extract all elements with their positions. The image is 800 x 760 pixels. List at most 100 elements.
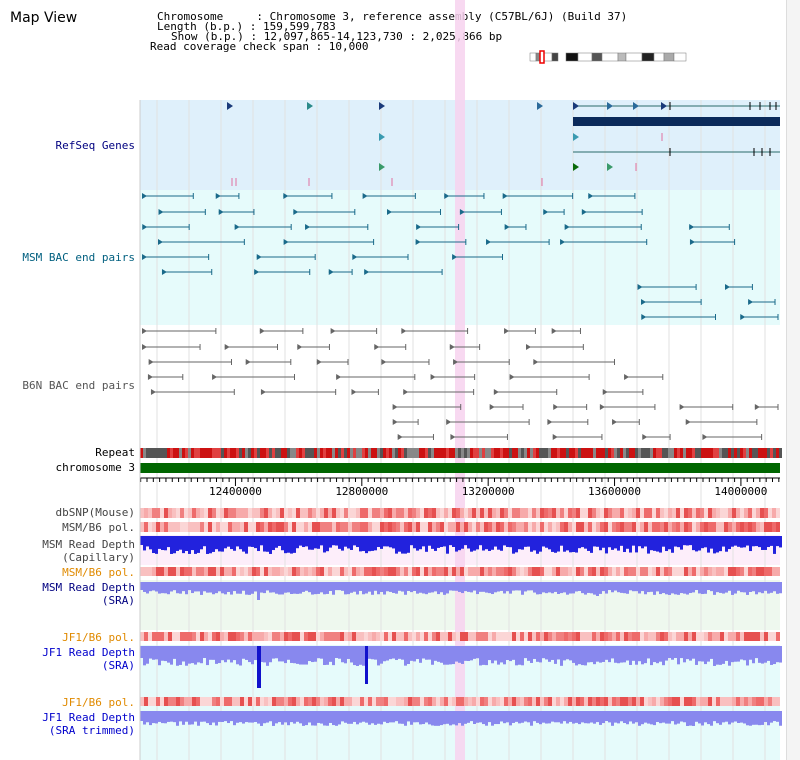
- jf1-sra-depth-bar: [338, 646, 341, 659]
- jf1-sra-depth-bar: [491, 646, 494, 664]
- msm-sra-depth-bar: [281, 582, 284, 595]
- msm-capillary-depth-bar: [440, 536, 443, 548]
- jf1-b6-pol-cell: [516, 632, 520, 641]
- msm-capillary-depth-bar: [776, 536, 779, 547]
- msm-capillary-depth-bar: [152, 536, 155, 554]
- msm-bac-end: [689, 239, 695, 245]
- repeat-segment: [269, 448, 272, 458]
- repeat-segment: [446, 448, 449, 458]
- msm-capillary-depth-bar: [212, 536, 215, 552]
- repeat-segment: [443, 448, 446, 458]
- jf1-b6-pol-cell: [188, 632, 192, 641]
- msm-sra-depth-bar: [740, 582, 743, 593]
- jf1-b6-pol-2-cell: [584, 697, 588, 706]
- msm-b6-pol-2-cell: [708, 567, 712, 576]
- jf1-sra-depth-bar: [572, 646, 575, 663]
- jf1-trimmed-depth-bar: [584, 711, 587, 724]
- msm-b6-pol-cell: [668, 522, 672, 532]
- msm-b6-pol-cell: [560, 522, 564, 532]
- msm-capillary-depth-bar: [692, 536, 695, 551]
- jf1-trimmed-depth-bar: [176, 711, 179, 726]
- msm-capillary-depth-bar: [398, 536, 401, 552]
- jf1-sra-depth-bar: [767, 646, 770, 661]
- jf1-b6-pol-2-cell: [424, 697, 428, 706]
- jf1-sra-depth-bar: [323, 646, 326, 666]
- msm-b6-pol-cell: [308, 522, 312, 532]
- jf1-trimmed-depth-bar: [161, 711, 164, 724]
- repeat-segment: [197, 448, 200, 458]
- jf1-trimmed-depth-bar: [680, 711, 683, 722]
- msm-sra-depth-bar: [161, 582, 164, 594]
- jf1-b6-pol-cell: [328, 632, 332, 641]
- repeat-segment: [632, 448, 635, 458]
- msm-sra-depth-bar: [506, 582, 509, 592]
- jf1-sra-depth-bar: [248, 646, 251, 663]
- msm-sra-depth-bar: [764, 582, 767, 591]
- dbsnp-cell: [440, 508, 444, 518]
- msm-b6-pol-2-cell: [656, 567, 660, 576]
- jf1-b6-pol-2-cell: [624, 697, 628, 706]
- repeat-segment: [767, 448, 770, 458]
- b6n-bac-end: [336, 374, 342, 380]
- msm-b6-pol-cell: [644, 522, 648, 532]
- msm-b6-pol-2-cell: [480, 567, 484, 576]
- jf1-trimmed-depth-bar: [266, 711, 269, 723]
- dbsnp-cell: [384, 508, 388, 518]
- msm-b6-pol-cell: [284, 522, 288, 532]
- repeat-label: Repeat: [95, 446, 135, 459]
- axis-tick-label: 13600000: [588, 485, 641, 498]
- msm-b6-pol-cell: [416, 522, 420, 532]
- jf1-b6-pol-2-cell: [364, 697, 368, 706]
- jf1-sra-depth-bar: [614, 646, 617, 663]
- msm-capillary-depth-bar: [395, 536, 398, 554]
- jf1-trimmed-depth-bar: [674, 711, 677, 725]
- msm-capillary-depth-bar: [560, 536, 563, 546]
- msm-b6-pol-2-cell: [328, 567, 332, 576]
- msm-sra-depth-bar: [206, 582, 209, 593]
- dbsnp-cell: [696, 508, 700, 518]
- jf1-trimmed-depth-bar: [209, 711, 212, 726]
- msm-capillary-depth-bar: [713, 536, 716, 554]
- jf1-b6-pol-cell: [368, 632, 372, 641]
- repeat-segment: [593, 448, 596, 458]
- dbsnp-cell: [192, 508, 196, 518]
- msm-b6-pol-2-cell: [312, 567, 316, 576]
- vertical-scrollbar[interactable]: [786, 0, 800, 760]
- msm-capillary-depth-bar: [512, 536, 515, 554]
- repeat-segment: [335, 448, 338, 458]
- jf1-b6-pol-2-cell: [212, 697, 216, 706]
- dbsnp-cell: [740, 508, 744, 518]
- jf1-sra-depth-bar: [740, 646, 743, 660]
- jf1-sra-depth-bar: [653, 646, 656, 663]
- msm-capillary-depth-bar: [383, 536, 386, 547]
- repeat-segment: [578, 448, 581, 458]
- msm-capillary-depth-bar: [482, 536, 485, 551]
- msm-sra-depth-bar: [659, 582, 662, 595]
- jf1-trimmed-depth-bar: [281, 711, 284, 725]
- msm-sra-depth-bar: [251, 582, 254, 594]
- jf1-sra-depth-bar: [281, 646, 284, 662]
- jf1-b6-pol-2-cell: [736, 697, 740, 706]
- dbsnp-cell: [732, 508, 736, 518]
- jf1-trimmed-depth-bar: [413, 711, 416, 723]
- jf1-sra-depth-bar: [518, 646, 521, 665]
- repeat-segment: [581, 448, 584, 458]
- jf1-sra-depth-bar: [512, 646, 515, 660]
- dbsnp-cell: [188, 508, 192, 518]
- jf1-b6-pol-2-cell: [268, 697, 272, 706]
- msm-capillary-depth-bar: [509, 536, 512, 548]
- ideogram-band: [641, 52, 655, 62]
- msm-b6-pol-2-cell: [500, 567, 504, 576]
- repeat-segment: [215, 448, 218, 458]
- msm-sra-depth-bar: [332, 582, 335, 595]
- msm-sra-depth-bar: [560, 582, 563, 594]
- dbsnp-cell: [264, 508, 268, 518]
- jf1-b6-pol-cell: [300, 632, 304, 641]
- dbsnp-cell: [224, 508, 228, 518]
- dbsnp-cell: [632, 508, 636, 518]
- dbsnp-cell: [676, 508, 680, 518]
- jf1-sra-depth-bar: [761, 646, 764, 664]
- jf1-trimmed-depth-bar: [326, 711, 329, 726]
- msm-sra-depth-bar: [674, 582, 677, 595]
